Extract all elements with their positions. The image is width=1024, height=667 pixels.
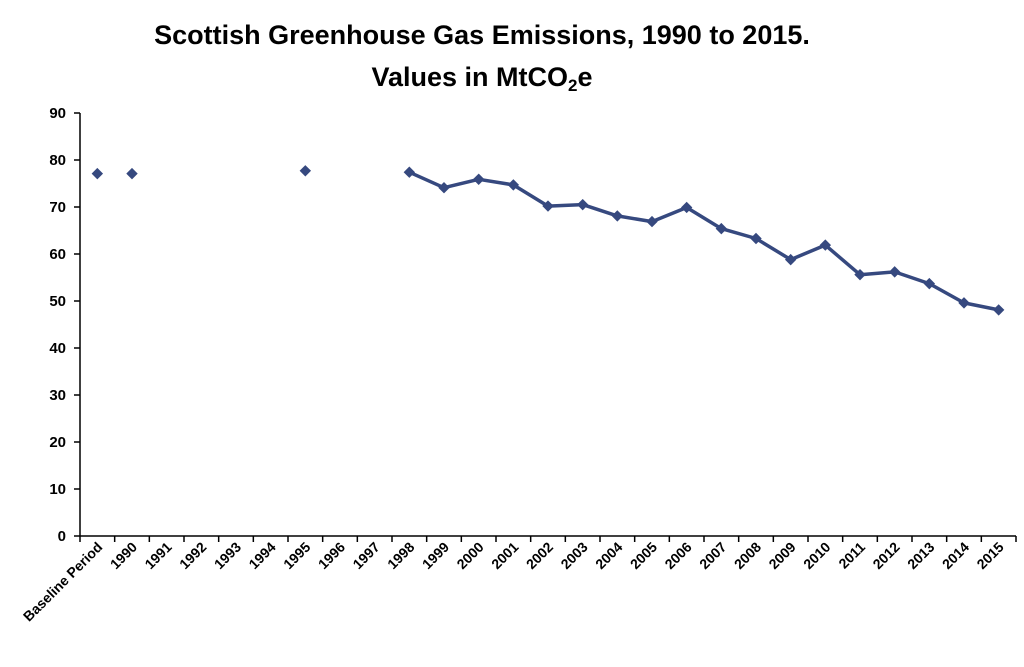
data-point-marker [715, 222, 728, 235]
series-emissions [91, 165, 1005, 316]
x-tick-label: 2007 [696, 539, 729, 572]
data-point-marker [472, 173, 485, 185]
data-point-marker [542, 200, 554, 212]
y-tick-label: 50 [49, 293, 66, 310]
data-point-marker [680, 201, 693, 214]
data-point-marker [91, 167, 104, 180]
x-tick-label: 1995 [280, 539, 313, 572]
data-point-marker [992, 304, 1005, 316]
data-point-marker [819, 239, 832, 251]
x-tick-label: 2009 [765, 539, 798, 572]
x-tick-label: 2005 [627, 539, 660, 572]
x-tick-label: 2004 [592, 539, 625, 572]
data-point-marker [646, 215, 658, 228]
y-tick-label: 20 [49, 434, 66, 451]
x-tick-label: 2006 [661, 539, 694, 572]
y-tick-label: 10 [49, 481, 66, 498]
x-tick-label: 1996 [315, 539, 348, 572]
data-point-marker [854, 268, 866, 281]
x-tick-label: 1991 [141, 539, 174, 572]
x-tick-label: 1990 [107, 539, 140, 572]
y-tick-label: 80 [49, 152, 66, 169]
x-tick-label: 2013 [904, 539, 937, 572]
chart-title-line2: Values in MtCO2e [0, 62, 964, 95]
data-point-marker [784, 253, 797, 266]
x-tick-label: Baseline Period [20, 539, 106, 625]
x-tick-label: 1999 [419, 539, 452, 572]
data-point-marker [923, 277, 936, 290]
x-tick-label: 1992 [176, 539, 209, 572]
y-tick-label: 90 [49, 105, 66, 122]
x-tick-label: 2000 [453, 539, 486, 572]
x-tick-label: 2014 [939, 539, 972, 572]
title-unit-prefix: Values in MtCO [371, 62, 569, 92]
x-tick-label: 2012 [869, 539, 902, 572]
x-tick-label: 1998 [384, 539, 417, 572]
y-tick-label: 40 [49, 340, 66, 357]
y-axis-ticks: 0 10 20 30 40 50 60 70 80 90 [49, 105, 80, 545]
x-tick-label: 2015 [973, 539, 1006, 572]
x-tick-label: 2008 [731, 539, 764, 572]
chart-title-line1: Scottish Greenhouse Gas Emissions, 1990 … [154, 20, 810, 50]
data-point-marker [438, 182, 450, 194]
data-point-marker [611, 210, 624, 222]
y-tick-label: 0 [58, 528, 66, 545]
data-point-marker [576, 198, 589, 211]
data-point-marker [299, 165, 312, 177]
title-unit-subscript: 2 [568, 76, 578, 95]
y-tick-label: 60 [49, 246, 66, 263]
data-point-marker [403, 166, 416, 178]
data-point-marker [507, 179, 520, 191]
data-point-marker [126, 167, 138, 180]
x-tick-label: 1993 [211, 539, 244, 572]
series-line [408, 170, 1000, 312]
x-axis-ticks: Baseline Period 1990 1991 1992 1993 1994 1995 1… [20, 536, 1017, 625]
x-tick-label: 2003 [557, 539, 590, 572]
x-tick-label: 1997 [349, 539, 382, 572]
title-unit-suffix: e [577, 62, 593, 92]
data-point-marker [958, 297, 970, 309]
x-tick-label: 2011 [835, 539, 868, 572]
x-tick-label: 2001 [488, 539, 521, 572]
y-tick-label: 30 [49, 387, 66, 404]
data-point-marker [750, 232, 762, 245]
x-tick-label: 2002 [523, 539, 556, 572]
data-point-marker [888, 266, 901, 278]
y-tick-label: 70 [49, 199, 66, 216]
x-tick-label: 1994 [245, 539, 278, 572]
x-tick-label: 2010 [800, 539, 833, 572]
